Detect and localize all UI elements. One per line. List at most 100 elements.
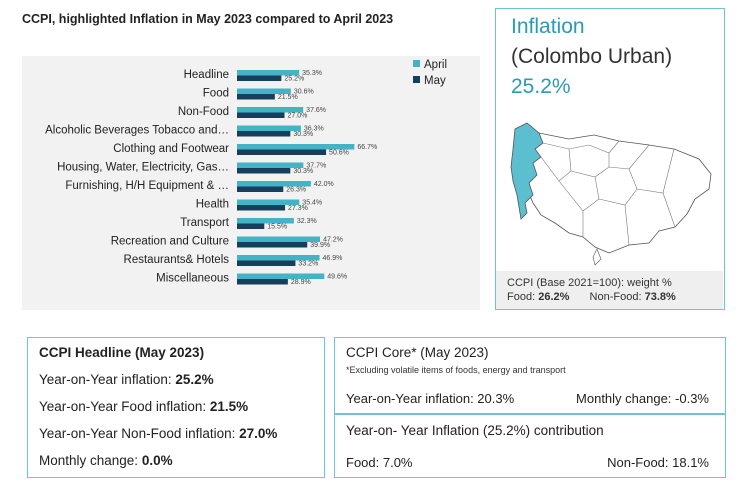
bar-april — [237, 162, 304, 168]
map-outline — [514, 132, 712, 254]
data-label: 15.5% — [267, 223, 287, 230]
inflation-region: (Colombo Urban) — [511, 45, 673, 68]
headline-yoy-label: Year-on-Year inflation: — [39, 372, 172, 387]
category-label: Non-Food — [178, 106, 229, 118]
data-label: 47.2% — [323, 236, 343, 243]
inflation-value: 25.2% — [511, 75, 571, 98]
core-monthly: Monthly change: -0.3% — [576, 391, 709, 406]
contribution-nonfood: Non-Food: 18.1% — [607, 455, 709, 470]
bar-april — [237, 236, 321, 242]
category-label: Health — [196, 199, 229, 211]
map-svg — [510, 122, 712, 266]
legend-label-may: May — [424, 75, 446, 87]
data-label: 49.6% — [327, 273, 347, 280]
category-label: Food — [203, 88, 229, 100]
bar-april — [237, 273, 325, 279]
core-title: CCPI Core* (May 2023) — [346, 345, 489, 360]
core-yoy: Year-on-Year inflation: 20.3% — [346, 391, 515, 406]
legend-swatch-may — [413, 76, 420, 83]
data-label: 37.6% — [306, 107, 326, 114]
weight-food-value: 26.2% — [538, 291, 570, 303]
bar-may — [237, 186, 284, 192]
data-label: 26.3% — [286, 186, 306, 193]
weight-nonfood-label: Non-Food: — [589, 291, 642, 303]
category-label: Headline — [184, 69, 229, 81]
weight-nonfood-value: 73.8% — [644, 291, 676, 303]
data-label: 35.4% — [302, 199, 322, 206]
headline-food-value: 21.5% — [209, 399, 249, 414]
contribution-food: Food: 7.0% — [346, 455, 413, 470]
inflation-card: Inflation (Colombo Urban) 25.2% CCPI (Ba… — [495, 8, 725, 310]
bar-april — [237, 88, 291, 94]
category-label: Recreation and Culture — [111, 236, 229, 248]
bar-april — [237, 218, 294, 224]
bar-may — [237, 205, 286, 211]
data-label: 25.2% — [284, 75, 304, 82]
map-coast-spur — [592, 248, 602, 266]
headline-food: Year-on-Year Food inflation: 21.5% — [39, 399, 248, 414]
headline-monthly: Monthly change: 0.0% — [39, 453, 173, 468]
data-label: 66.7% — [357, 144, 377, 151]
bar-april — [237, 255, 320, 261]
data-label: 30.6% — [294, 88, 314, 95]
category-label: Furnishing, H/H Equipment & … — [65, 180, 229, 192]
data-label: 50.6% — [329, 149, 349, 156]
bar-april — [237, 144, 355, 150]
weight-food-label: Food: — [507, 291, 536, 303]
bar-may — [237, 260, 296, 266]
bar-april — [237, 199, 300, 205]
headline-monthly-label: Monthly change: — [39, 453, 139, 468]
category-label: Restaurants& Hotels — [124, 254, 230, 266]
bar-may — [237, 131, 291, 137]
headline-title: CCPI Headline (May 2023) — [39, 345, 205, 360]
category-label: Miscellaneous — [156, 273, 229, 285]
data-label: 30.3% — [293, 131, 313, 138]
category-label: Transport — [180, 217, 230, 229]
data-label: 35.3% — [302, 70, 322, 77]
headline-yoy: Year-on-Year inflation: 25.2% — [39, 372, 214, 387]
bar-may — [237, 242, 308, 248]
headline-food-label: Year-on-Year Food inflation: — [39, 399, 207, 414]
data-label: 27.3% — [288, 205, 308, 212]
headline-nonfood-label: Year-on-Year Non-Food inflation: — [39, 426, 236, 441]
headline-nonfood-value: 27.0% — [239, 426, 278, 441]
core-card: CCPI Core* (May 2023) *Excluding volatil… — [334, 337, 726, 414]
contribution-title: Year-on- Year Inflation (25.2%) contribu… — [346, 423, 604, 438]
bar-april — [237, 181, 311, 187]
bar-may — [237, 279, 288, 285]
bar-may — [237, 112, 285, 118]
legend-swatch-april — [413, 60, 420, 67]
data-label: 33.2% — [298, 260, 318, 267]
weight-info: CCPI (Base 2021=100): weight % Food: 26.… — [496, 271, 723, 309]
category-label: Clothing and Footwear — [113, 143, 229, 155]
headline-nonfood: Year-on-Year Non-Food inflation: 27.0% — [39, 426, 277, 441]
bar-april — [237, 107, 304, 113]
bar-may — [237, 149, 327, 155]
bar-may — [237, 168, 291, 174]
category-label: Alcoholic Beverages Tobacco and… — [45, 125, 229, 137]
data-label: 32.3% — [297, 218, 317, 225]
data-label: 42.0% — [314, 181, 334, 188]
data-label: 46.9% — [323, 255, 343, 262]
data-label: 28.9% — [291, 279, 311, 286]
data-label: 36.3% — [304, 125, 324, 132]
data-label: 39.9% — [310, 242, 330, 249]
data-label: 30.3% — [293, 168, 313, 175]
data-label: 37.7% — [306, 162, 326, 169]
core-note: *Excluding volatile items of foods, ener… — [346, 365, 566, 375]
bar-chart: Headline 35.3%25.2% Food 30.6%21.5% Non-Food… — [45, 59, 447, 286]
headline-card: CCPI Headline (May 2023) Year-on-Year in… — [27, 337, 325, 478]
contribution-card: Year-on- Year Inflation (25.2%) contribu… — [334, 414, 726, 478]
bar-chart-panel: Headline 35.3% 25.2% Food 30.6% 21.5% Non-Food… — [22, 56, 480, 310]
bar-april — [237, 125, 301, 131]
legend-label-april: April — [424, 59, 447, 71]
headline-yoy-value: 25.2% — [175, 372, 214, 387]
category-label: Housing, Water, Electricity, Gas… — [57, 162, 229, 174]
bar-may — [237, 223, 265, 229]
weight-label: CCPI (Base 2021=100): weight % — [507, 277, 672, 289]
inflation-title: Inflation — [511, 15, 585, 38]
bar-may — [237, 75, 282, 81]
data-label: 21.5% — [278, 94, 298, 101]
chart-title: CCPI, highlighted Inflation in May 2023 … — [22, 12, 394, 26]
weight-values: Food: 26.2% Non-Food: 73.8% — [507, 290, 723, 304]
